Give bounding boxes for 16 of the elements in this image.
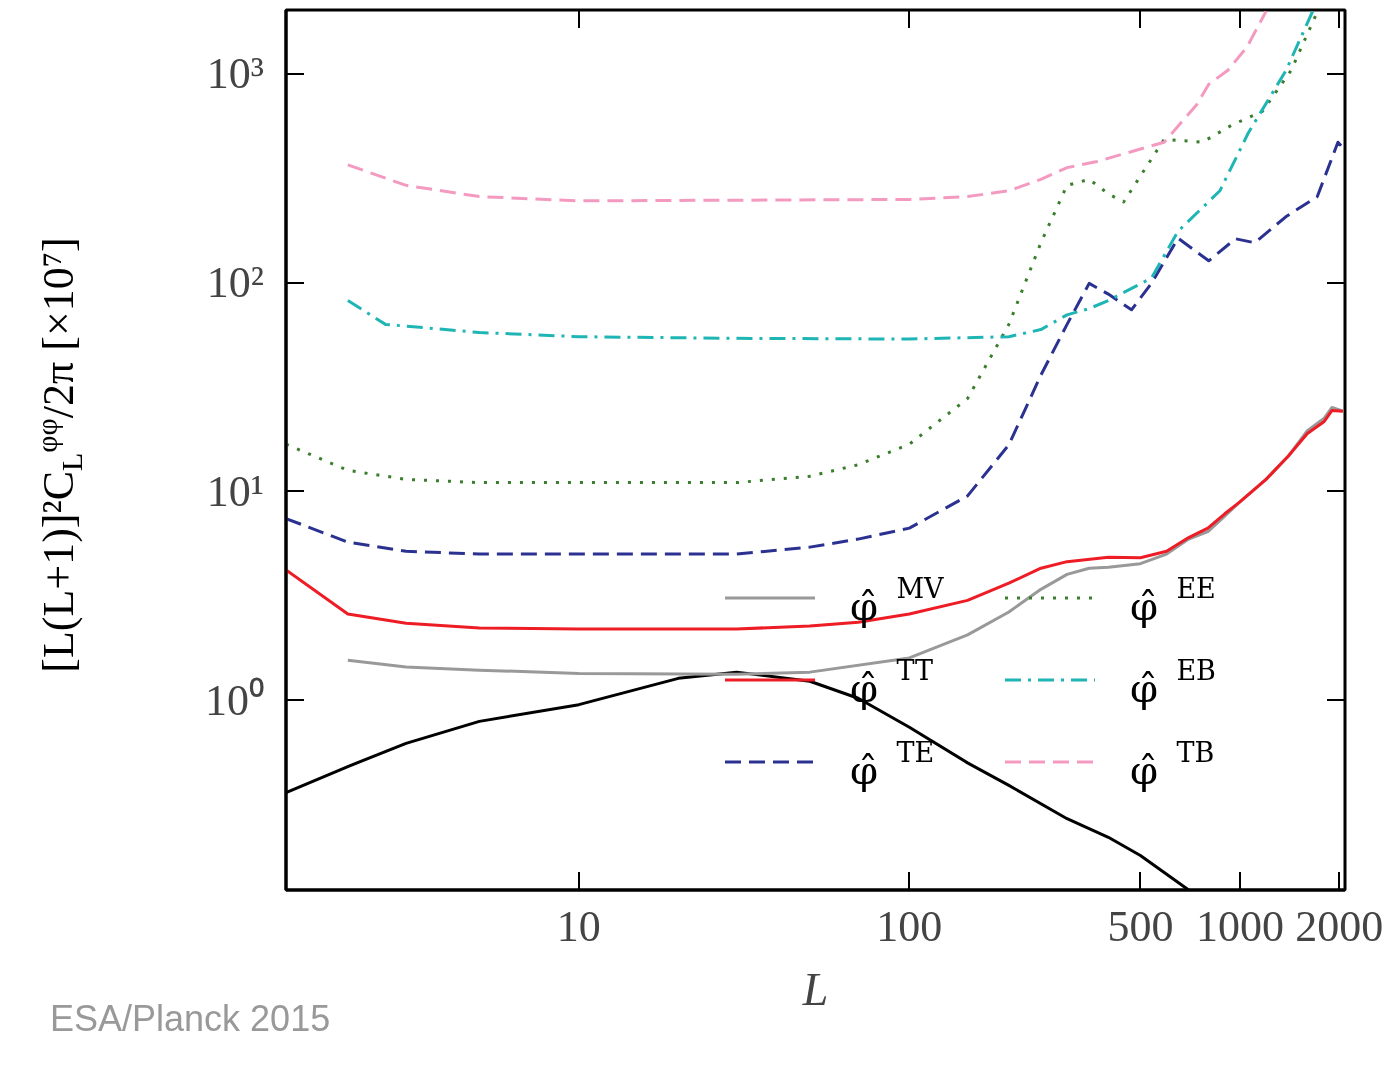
x-tick-label: 100 <box>876 902 943 951</box>
text: ESA/Planck 2015 <box>50 998 331 1039</box>
y-tick-label: 10⁰ <box>205 675 264 725</box>
y-tick-label: 10² <box>206 258 265 307</box>
x-tick-label: 10 <box>556 902 601 951</box>
legend-label: φ̂EE <box>1130 572 1216 629</box>
legend-label: φ̂MV <box>850 572 945 629</box>
x-tick-label: 2000 <box>1295 902 1384 951</box>
legend-label: φ̂TE <box>850 736 935 793</box>
legend-label: φ̂TB <box>1130 736 1215 793</box>
y-tick-label: 10¹ <box>206 466 265 516</box>
x-tick-label: 1000 <box>1195 902 1284 951</box>
y-tick-label: 10³ <box>206 49 265 99</box>
legend-label: φ̂EB <box>1130 654 1216 711</box>
x-axis-title: L <box>801 964 829 1015</box>
x-tick-label: 500 <box>1107 902 1174 951</box>
